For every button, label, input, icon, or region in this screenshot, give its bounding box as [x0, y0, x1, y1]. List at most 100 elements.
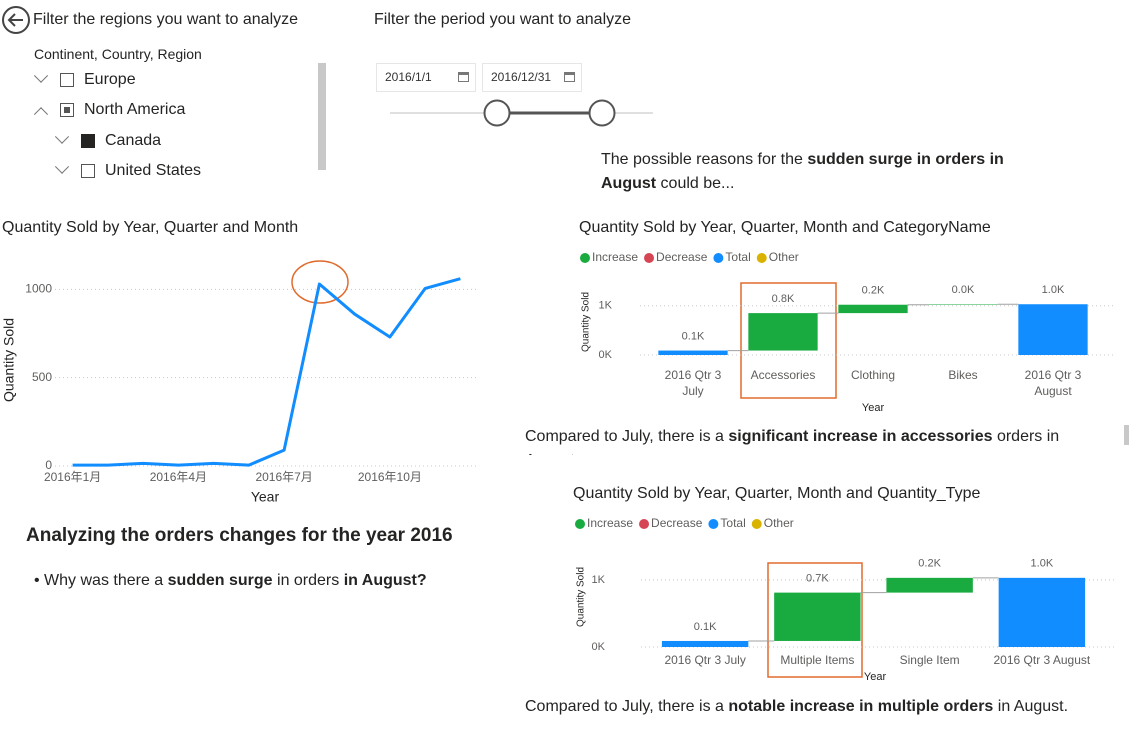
chart-title: Quantity Sold by Year, Quarter and Month	[2, 219, 298, 236]
bar	[886, 577, 973, 593]
bar	[928, 304, 998, 305]
data-label: 0.7K	[806, 573, 829, 585]
tree-item[interactable]: North America	[33, 98, 186, 122]
data-label: 1.0K	[1031, 558, 1054, 570]
highlight-circle	[291, 260, 349, 304]
period-filter-title: Filter the period you want to analyze	[374, 11, 632, 28]
legend-label: Decrease	[656, 250, 708, 264]
chart-title: Quantity Sold by Year, Quarter, Month an…	[573, 485, 980, 502]
x-tick-label: 2016年10月	[358, 470, 422, 484]
y-tick-label: 500	[32, 370, 52, 384]
x-tick-label: Single Item	[900, 653, 960, 667]
legend-marker	[713, 253, 724, 263]
x-tick-label: 2016 Qtr 3 July	[664, 653, 745, 667]
scrollbar[interactable]	[1124, 425, 1129, 445]
line-chart: Quantity Sold by Year, Quarter and Month…	[1, 219, 478, 505]
text-run: significant increase in accessories	[728, 428, 993, 445]
x-tick-label: 2016年1月	[44, 470, 101, 484]
y-tick-label: 1K	[592, 574, 606, 586]
text-run: in August?	[343, 572, 427, 589]
y-axis-label: Quantity Sold	[576, 567, 587, 627]
start-date[interactable]: 2016/1/1	[376, 63, 476, 92]
legend-label: Total	[725, 250, 750, 264]
x-tick-label: 2016 Qtr 3 July	[665, 368, 722, 398]
date-slider[interactable]	[380, 96, 660, 130]
text-run: Compared to July, there is a	[525, 698, 729, 715]
x-tick-label: 2016年4月	[150, 470, 207, 484]
data-label: 0.2K	[862, 285, 885, 297]
tree-item-label: Europe	[84, 71, 136, 88]
tree-item-label: North America	[84, 101, 186, 118]
x-axis-label: Year	[864, 671, 887, 683]
text-run: Why was there a	[44, 572, 168, 589]
tree-item[interactable]: Canada	[54, 129, 162, 153]
y-tick-label: 1K	[599, 300, 613, 312]
insight-text: Compared to July, there is a notable inc…	[525, 695, 1125, 719]
bar	[774, 592, 861, 641]
slicer-header: Continent, Country, Region	[34, 46, 202, 62]
line-series	[72, 277, 461, 467]
highlight-box	[740, 282, 837, 399]
scrollbar[interactable]	[318, 63, 326, 170]
legend-marker	[639, 519, 650, 529]
back-button[interactable]	[0, 4, 34, 38]
text-run: orders in August.	[525, 428, 1060, 455]
x-tick-label: 2016 Qtr 3 August	[1025, 368, 1082, 398]
data-label: 0.1K	[682, 330, 705, 342]
end-date-text: 2016/12/31	[491, 70, 552, 84]
legend-label: Other	[764, 516, 794, 530]
bar	[998, 577, 1086, 647]
text-run: notable increase in multiple orders	[728, 698, 994, 715]
tree-item-label: United States	[105, 162, 202, 179]
y-axis-label: Quantity Sold	[581, 292, 592, 352]
y-tick-label: 1000	[25, 282, 52, 296]
waterfall-chart: Quantity Sold by Year, Quarter, Month an…	[579, 219, 1115, 414]
reasons-text: The possible reasons for the sudden surg…	[601, 148, 1041, 196]
bar	[661, 640, 749, 647]
y-axis-label: Quantity Sold	[1, 318, 17, 402]
text-run: Compared to July, there is a	[525, 428, 729, 445]
text-run: in orders	[272, 572, 344, 589]
x-tick-label: 2016 Qtr 3 August	[994, 653, 1091, 667]
legend-label: Increase	[587, 516, 633, 530]
legend-label: Other	[769, 250, 799, 264]
y-tick-label: 0	[45, 458, 52, 472]
x-tick-label: Clothing	[851, 368, 895, 382]
data-label: 1.0K	[1042, 284, 1065, 296]
tree-item[interactable]: United States	[54, 159, 202, 183]
analysis-heading: Analyzing the orders changes for the yea…	[26, 525, 453, 546]
text-run: sudden surge in orders in August	[601, 151, 1008, 192]
data-label: 0.8K	[772, 293, 795, 305]
data-label: 0.2K	[918, 558, 941, 570]
legend-marker	[756, 253, 767, 263]
legend-marker	[644, 253, 655, 263]
x-tick-label: Multiple Items	[780, 653, 854, 667]
x-tick-label: 2016年7月	[255, 470, 312, 484]
region-filter-title: Filter the regions you want to analyze	[33, 11, 299, 28]
analysis-bullet: Why was there a sudden surge in orders i…	[34, 569, 494, 593]
end-date[interactable]: 2016/12/31	[482, 63, 582, 92]
tree-item-label: Canada	[105, 132, 162, 149]
y-tick-label: 0K	[599, 349, 613, 361]
legend-marker	[575, 519, 585, 529]
tree-item[interactable]: Europe	[33, 68, 136, 92]
insight-text: Compared to July, there is a significant…	[525, 425, 1115, 455]
legend-label: Decrease	[651, 516, 703, 530]
bar	[1018, 304, 1088, 355]
text-run: could be...	[656, 175, 735, 192]
x-tick-label: Bikes	[948, 368, 977, 382]
legend-marker	[751, 519, 762, 529]
bar	[838, 304, 908, 314]
highlight-box	[767, 562, 863, 678]
bar	[748, 313, 818, 351]
x-axis-label: Year	[862, 402, 885, 414]
legend-marker	[708, 519, 719, 529]
data-label: 0.0K	[952, 284, 975, 296]
text-run: sudden surge	[167, 572, 273, 589]
waterfall-chart: Quantity Sold by Year, Quarter, Month an…	[573, 485, 1115, 683]
data-label: 0.1K	[694, 621, 717, 633]
x-axis-label: Year	[251, 489, 280, 505]
y-tick-label: 0K	[592, 641, 606, 653]
legend-label: Increase	[592, 250, 638, 264]
text-run: The possible reasons for the	[601, 151, 808, 168]
